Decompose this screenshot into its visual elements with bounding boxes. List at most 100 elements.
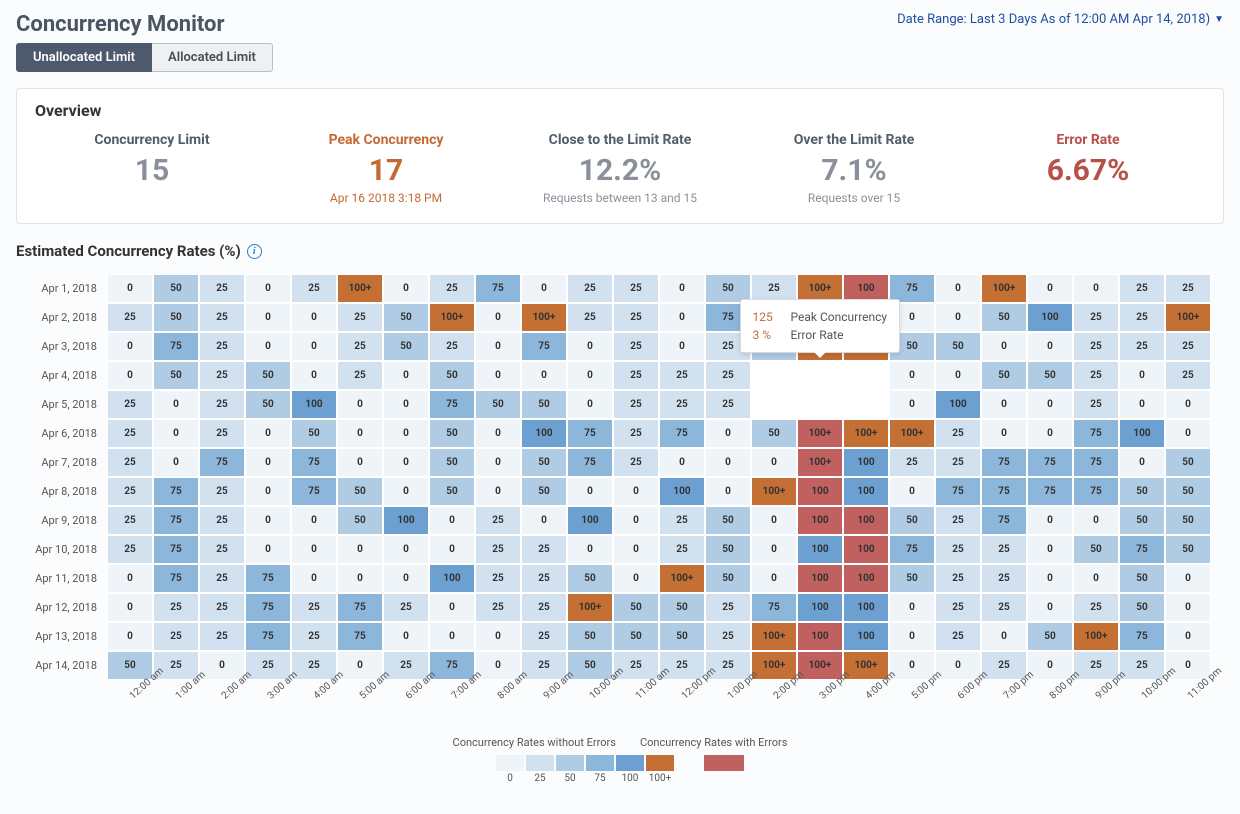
heatmap-cell[interactable]: 50 — [337, 506, 383, 535]
heatmap-cell[interactable]: 25 — [199, 622, 245, 651]
heatmap-cell[interactable]: 25 — [521, 564, 567, 593]
heatmap-cell[interactable]: 25 — [429, 274, 475, 303]
heatmap-cell[interactable]: 75 — [245, 593, 291, 622]
heatmap-cell[interactable]: 100+ — [1165, 303, 1211, 332]
heatmap-cell[interactable]: 0 — [1165, 622, 1211, 651]
heatmap-cell[interactable]: 0 — [981, 390, 1027, 419]
heatmap-cell[interactable]: 0 — [613, 535, 659, 564]
heatmap-cell[interactable]: 0 — [245, 332, 291, 361]
heatmap-cell[interactable]: 0 — [659, 332, 705, 361]
heatmap-cell[interactable]: 75 — [245, 564, 291, 593]
heatmap-cell[interactable]: 50 — [429, 477, 475, 506]
heatmap-cell[interactable]: 0 — [429, 506, 475, 535]
heatmap-cell[interactable]: 75 — [199, 448, 245, 477]
heatmap-cell[interactable]: 0 — [705, 477, 751, 506]
heatmap-cell[interactable]: 100 — [1027, 303, 1073, 332]
heatmap-cell[interactable]: 75 — [245, 622, 291, 651]
heatmap-cell[interactable]: 25 — [613, 419, 659, 448]
heatmap-cell[interactable]: 0 — [751, 535, 797, 564]
heatmap-cell[interactable]: 0 — [383, 535, 429, 564]
heatmap-cell[interactable]: 25 — [935, 564, 981, 593]
heatmap-cell[interactable]: 25 — [475, 564, 521, 593]
heatmap-cell[interactable]: 25 — [705, 361, 751, 390]
heatmap-cell[interactable]: 50 — [935, 332, 981, 361]
heatmap-cell[interactable]: 100 — [797, 564, 843, 593]
heatmap-cell[interactable]: 0 — [337, 419, 383, 448]
heatmap-cell[interactable]: 50 — [245, 390, 291, 419]
heatmap-cell[interactable]: 0 — [245, 274, 291, 303]
heatmap-cell[interactable]: 100+ — [429, 303, 475, 332]
heatmap-cell[interactable]: 0 — [1027, 535, 1073, 564]
heatmap-cell[interactable]: 50 — [475, 390, 521, 419]
heatmap-cell[interactable]: 25 — [521, 593, 567, 622]
heatmap-cell[interactable]: 0 — [245, 535, 291, 564]
heatmap-cell[interactable]: 0 — [153, 390, 199, 419]
heatmap-cell[interactable]: 100 — [843, 564, 889, 593]
heatmap-cell[interactable]: 25 — [199, 390, 245, 419]
heatmap-cell[interactable]: 0 — [383, 564, 429, 593]
heatmap-cell[interactable]: 0 — [1027, 506, 1073, 535]
heatmap-cell[interactable]: 100 — [567, 506, 613, 535]
heatmap-cell[interactable]: 75 — [475, 274, 521, 303]
heatmap-cell[interactable]: 25 — [1073, 390, 1119, 419]
info-icon[interactable]: i — [247, 244, 262, 259]
heatmap-cell[interactable]: 0 — [1119, 361, 1165, 390]
heatmap-cell[interactable]: 50 — [429, 419, 475, 448]
heatmap-cell[interactable]: 50 — [889, 506, 935, 535]
heatmap-cell[interactable]: 25 — [1119, 332, 1165, 361]
heatmap-cell[interactable]: 0 — [613, 564, 659, 593]
heatmap-cell[interactable]: 25 — [199, 361, 245, 390]
heatmap-cell[interactable]: 0 — [1165, 564, 1211, 593]
heatmap-cell[interactable]: 0 — [245, 303, 291, 332]
heatmap-cell[interactable]: 25 — [1073, 303, 1119, 332]
heatmap-cell[interactable]: 25 — [383, 593, 429, 622]
heatmap-cell[interactable]: 25 — [199, 564, 245, 593]
heatmap-cell[interactable]: 75 — [291, 477, 337, 506]
heatmap-cell[interactable]: 75 — [981, 477, 1027, 506]
heatmap-cell[interactable]: 0 — [337, 564, 383, 593]
heatmap-cell[interactable]: 100+ — [521, 303, 567, 332]
heatmap-cell[interactable]: 0 — [567, 477, 613, 506]
heatmap-cell[interactable]: 25 — [935, 535, 981, 564]
heatmap-cell[interactable]: 50 — [1119, 477, 1165, 506]
heatmap-cell[interactable]: 25 — [199, 506, 245, 535]
tab-allocated[interactable]: Allocated Limit — [152, 43, 273, 72]
heatmap-cell[interactable]: 50 — [1119, 506, 1165, 535]
heatmap-cell[interactable]: 25 — [613, 361, 659, 390]
heatmap-cell[interactable]: 50 — [981, 303, 1027, 332]
heatmap-cell[interactable]: 50 — [613, 593, 659, 622]
heatmap-cell[interactable]: 0 — [291, 564, 337, 593]
heatmap-cell[interactable]: 75 — [153, 564, 199, 593]
heatmap-cell[interactable]: 25 — [199, 593, 245, 622]
heatmap-cell[interactable]: 0 — [567, 332, 613, 361]
heatmap-cell[interactable]: 50 — [659, 622, 705, 651]
heatmap-cell[interactable]: 100 — [843, 535, 889, 564]
heatmap-cell[interactable]: 0 — [981, 419, 1027, 448]
heatmap-cell[interactable]: 100 — [1119, 419, 1165, 448]
heatmap-cell[interactable]: 25 — [153, 622, 199, 651]
heatmap-cell[interactable]: 50 — [1119, 564, 1165, 593]
heatmap-cell[interactable]: 0 — [1165, 593, 1211, 622]
heatmap-cell[interactable]: 100 — [843, 593, 889, 622]
heatmap-cell[interactable]: 100 — [797, 593, 843, 622]
heatmap-cell[interactable]: 0 — [705, 419, 751, 448]
heatmap-cell[interactable]: 0 — [981, 332, 1027, 361]
heatmap-cell[interactable]: 25 — [1165, 361, 1211, 390]
heatmap-cell[interactable]: 0 — [889, 593, 935, 622]
heatmap-cell[interactable]: 0 — [107, 622, 153, 651]
heatmap-cell[interactable]: 25 — [429, 332, 475, 361]
heatmap-cell[interactable]: 0 — [1027, 419, 1073, 448]
heatmap-cell[interactable]: 100+ — [751, 622, 797, 651]
heatmap-cell[interactable]: 0 — [751, 564, 797, 593]
heatmap-cell[interactable]: 0 — [1027, 274, 1073, 303]
heatmap-cell[interactable]: 0 — [1165, 419, 1211, 448]
heatmap-cell[interactable]: 0 — [153, 419, 199, 448]
heatmap-cell[interactable] — [751, 361, 797, 390]
heatmap-cell[interactable]: 0 — [245, 419, 291, 448]
heatmap-cell[interactable]: 100 — [797, 477, 843, 506]
heatmap-cell[interactable]: 100 — [935, 390, 981, 419]
heatmap-cell[interactable]: 50 — [153, 303, 199, 332]
heatmap-cell[interactable]: 0 — [751, 448, 797, 477]
heatmap-cell[interactable]: 75 — [567, 419, 613, 448]
heatmap-cell[interactable]: 25 — [199, 274, 245, 303]
